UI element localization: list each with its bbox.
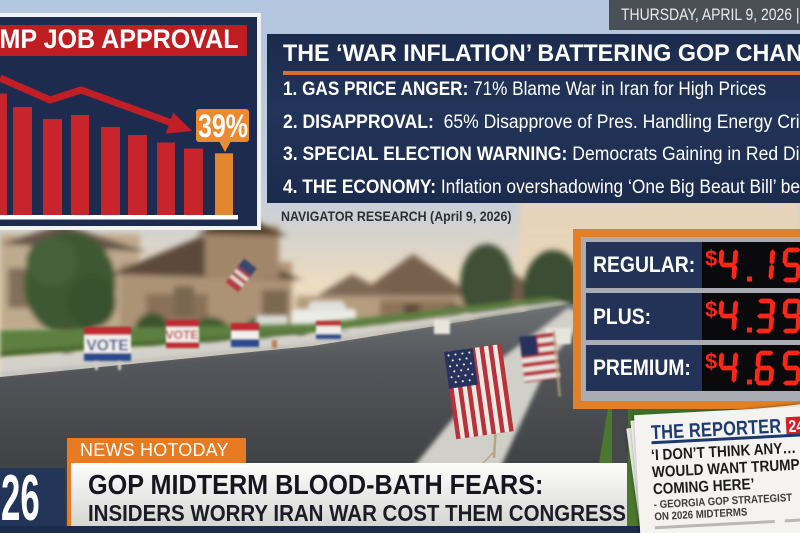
svg-text:$: $ xyxy=(705,246,717,271)
svg-text:VOTE: VOTE xyxy=(166,328,199,342)
svg-text:39%: 39% xyxy=(198,109,248,145)
svg-text:$: $ xyxy=(705,349,717,374)
svg-text:VOTE: VOTE xyxy=(86,338,128,355)
svg-text:$: $ xyxy=(705,297,717,322)
